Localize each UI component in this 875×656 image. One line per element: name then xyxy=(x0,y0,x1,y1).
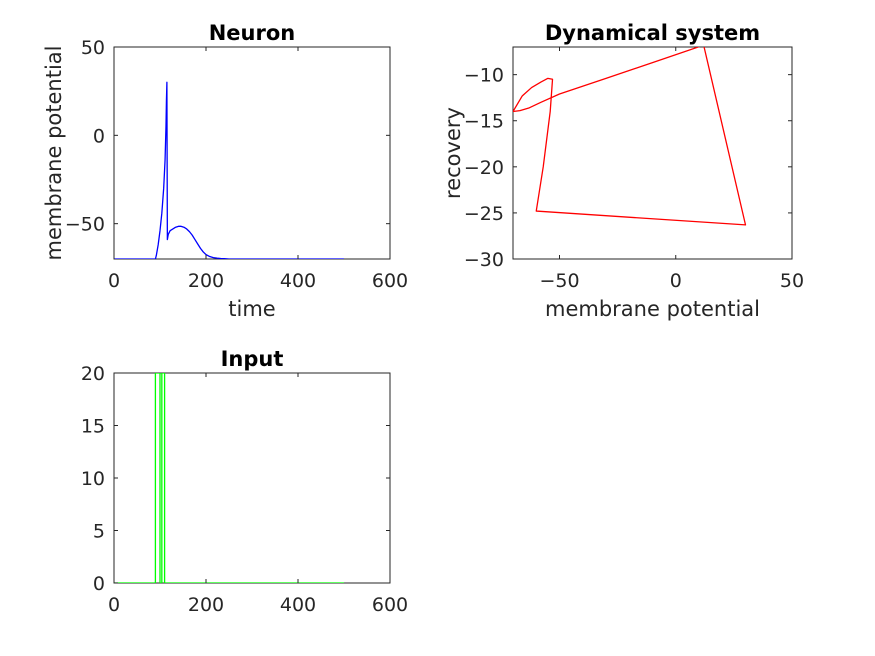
neuron-axes-box xyxy=(113,46,391,260)
neuron-xtick-label: 200 xyxy=(188,270,224,292)
neuron-plot: 0 200 400 600 −50 0 50 Neuron time membrane poten… xyxy=(42,21,408,321)
neuron-title: Neuron xyxy=(209,21,296,45)
neuron-xtick-label: 0 xyxy=(108,270,120,292)
input-xtick-label: 200 xyxy=(188,594,224,616)
neuron-series-line-0 xyxy=(114,81,344,259)
input-xtick-label: 0 xyxy=(108,594,120,616)
neuron-ytick-label: −50 xyxy=(65,214,105,236)
neuron-xtick-label: 600 xyxy=(372,270,408,292)
dynamical-ytick-label: −15 xyxy=(464,111,504,133)
dynamical-plot: −50 0 50 −30 −25 −20 −15 −10 Dynamical system mem… xyxy=(441,21,804,321)
dynamical-ytick-label: −25 xyxy=(464,203,504,225)
dynamical-ytick-label: −10 xyxy=(464,65,504,87)
input-ytick-label: 15 xyxy=(81,416,105,438)
input-xtick-label: 400 xyxy=(280,594,316,616)
dynamical-axes-box xyxy=(512,46,793,260)
neuron-ytick-label: 50 xyxy=(81,37,105,59)
input-ytick-label: 20 xyxy=(81,363,105,385)
input-ytick-label: 10 xyxy=(81,468,105,490)
input-ytick-label: 5 xyxy=(93,521,105,543)
input-title: Input xyxy=(221,347,284,371)
dynamical-title: Dynamical system xyxy=(545,21,760,45)
dynamical-xtick-label: 0 xyxy=(670,270,682,292)
dynamical-ytick-label: −30 xyxy=(464,249,504,271)
neuron-ylabel: membrane potential xyxy=(42,46,66,261)
dynamical-ylabel: recovery xyxy=(441,107,465,199)
dynamical-ytick-label: −20 xyxy=(464,157,504,179)
dynamical-xtick-label: 50 xyxy=(780,270,804,292)
input-plot: 0 200 400 600 0 5 10 15 20 Input xyxy=(81,347,408,616)
neuron-xtick-label: 400 xyxy=(280,270,316,292)
input-ytick-label: 0 xyxy=(93,573,105,595)
dynamical-series-line-0 xyxy=(513,47,747,226)
dynamical-xlabel: membrane potential xyxy=(545,297,760,321)
input-xtick-label: 600 xyxy=(372,594,408,616)
neuron-xlabel: time xyxy=(228,297,275,321)
dynamical-xtick-label: −50 xyxy=(539,270,579,292)
neuron-ytick-label: 0 xyxy=(93,125,105,147)
input-series-line-0 xyxy=(114,373,344,583)
